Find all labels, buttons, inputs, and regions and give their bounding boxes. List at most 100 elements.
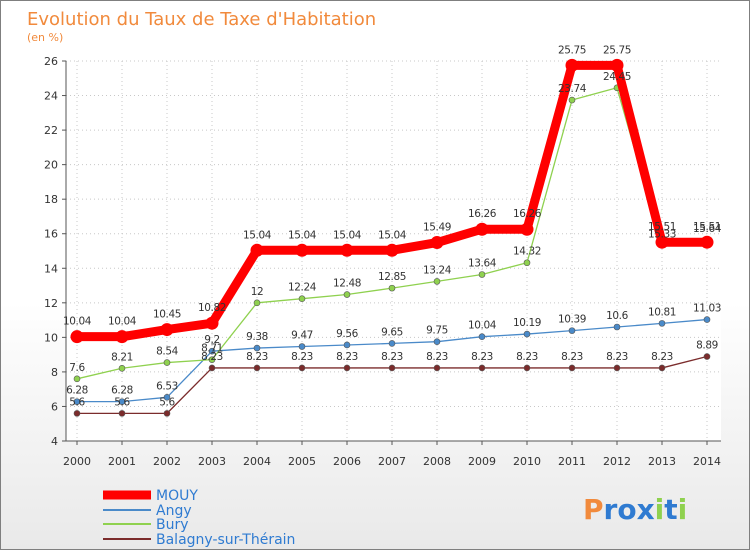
y-tick-label: 14 [44, 262, 58, 275]
data-label: 10.45 [153, 309, 181, 321]
data-label: 15.04 [243, 229, 272, 241]
data-label: 8.23 [606, 351, 628, 363]
data-label: 10.19 [513, 317, 541, 329]
data-point [478, 271, 486, 278]
data-point [298, 295, 306, 302]
data-point [163, 393, 171, 401]
data-point [340, 243, 354, 257]
data-point [433, 364, 441, 372]
data-label: 8.23 [561, 351, 583, 363]
data-label: 9.56 [336, 328, 358, 340]
data-point [613, 364, 621, 372]
data-point [520, 222, 534, 236]
x-tick-label: 2002 [153, 455, 181, 468]
x-tick-label: 2000 [63, 455, 91, 468]
data-point [523, 330, 531, 338]
data-point [343, 291, 351, 298]
data-point [118, 364, 126, 372]
y-tick-label: 26 [44, 55, 58, 68]
x-tick-label: 2010 [513, 455, 541, 468]
x-tick-label: 2013 [648, 455, 676, 468]
data-label: 8.23 [516, 351, 538, 363]
data-label: 10.04 [468, 320, 497, 332]
data-point [430, 236, 444, 250]
x-tick-label: 2003 [198, 455, 226, 468]
x-tick-label: 2005 [288, 455, 316, 468]
data-point [208, 356, 216, 363]
data-label: 12 [251, 286, 264, 298]
data-label: 15.33 [648, 228, 676, 240]
data-point [163, 359, 171, 366]
x-tick-label: 2008 [423, 455, 451, 468]
data-point [73, 398, 81, 405]
x-tick-label: 2001 [108, 455, 136, 468]
y-tick-label: 22 [44, 124, 58, 137]
data-label: 10.39 [558, 314, 586, 326]
x-tick-label: 2007 [378, 455, 406, 468]
data-label: 10.6 [606, 310, 628, 322]
data-point [523, 364, 531, 372]
y-tick-label: 24 [44, 90, 58, 103]
data-label: 15.04 [333, 229, 362, 241]
data-point [115, 330, 129, 344]
data-point [568, 327, 576, 334]
data-point [205, 316, 219, 330]
data-label: 6.28 [66, 385, 88, 397]
data-label: 12.85 [378, 271, 406, 283]
data-point [388, 364, 396, 372]
y-tick-label: 4 [51, 435, 58, 448]
data-point [385, 243, 399, 257]
data-point [523, 259, 531, 267]
data-point [568, 96, 576, 104]
data-label: 15.51 [693, 221, 721, 233]
data-label: 23.74 [558, 83, 587, 95]
data-point [298, 364, 306, 372]
y-tick-label: 20 [44, 159, 58, 172]
data-label: 6.53 [156, 380, 178, 392]
data-label: 25.75 [558, 44, 586, 56]
data-point [433, 278, 441, 285]
data-label: 8.54 [156, 346, 178, 358]
data-point [610, 58, 624, 72]
data-label: 5.6 [114, 396, 130, 408]
data-point [250, 243, 264, 257]
data-label: 8.23 [201, 351, 223, 363]
data-label: 9.47 [291, 330, 313, 342]
data-point [160, 323, 174, 337]
data-point [388, 284, 396, 292]
x-tick-label: 2009 [468, 455, 496, 468]
data-label: 15.04 [378, 229, 407, 241]
legend-label: Bury [156, 517, 189, 533]
legend-label: Angy [156, 503, 192, 519]
legend-label: Balagny-sur-Thérain [156, 532, 295, 548]
data-point [253, 364, 261, 372]
data-label: 9.2 [204, 334, 220, 346]
data-point [475, 222, 489, 236]
data-point [208, 347, 216, 355]
data-label: 24.45 [603, 71, 631, 83]
data-label: 13.64 [468, 257, 497, 269]
data-label: 15.64 [693, 223, 722, 235]
data-point [388, 340, 396, 347]
data-point [343, 341, 351, 349]
data-label: 10.04 [108, 316, 137, 328]
data-label: 6.28 [111, 385, 133, 397]
data-label: 15.49 [423, 222, 451, 234]
data-point [658, 364, 666, 372]
data-label: 9.38 [246, 331, 268, 343]
data-label: 11.03 [693, 303, 721, 315]
data-label: 25.75 [603, 44, 631, 56]
chart-subtitle: (en %) [27, 31, 63, 44]
data-point [70, 330, 84, 344]
data-point [253, 344, 261, 352]
data-label: 7.6 [69, 362, 85, 374]
x-tick-label: 2004 [243, 455, 271, 468]
data-point [118, 398, 126, 405]
data-point [703, 316, 711, 323]
data-label: 10.82 [198, 302, 226, 314]
data-label: 9.75 [426, 325, 448, 337]
data-label: 8.23 [291, 351, 313, 363]
y-tick-label: 16 [44, 228, 58, 241]
